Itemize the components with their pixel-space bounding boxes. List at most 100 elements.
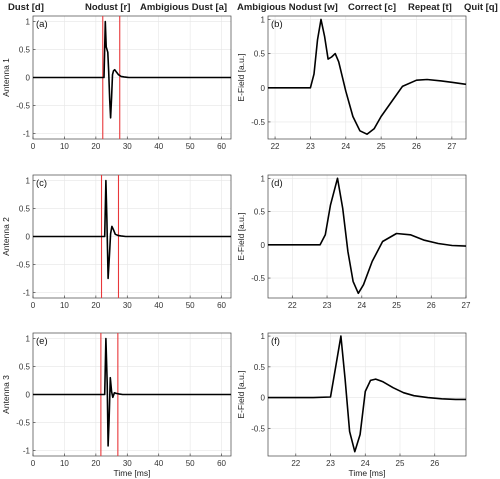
plot-panel-5: 0 10 20 30 40 50 60 -1 -0.5 0 0.5 1 (e) Antenna 3 Time… (1, 332, 232, 478)
x-tick-label: 22 (291, 459, 300, 468)
x-tick-label: 40 (154, 142, 163, 151)
signal-trace (33, 20, 231, 119)
x-tick-label: 0 (31, 142, 36, 151)
y-axis-label: Antenna 1 (1, 58, 11, 97)
x-tick-label: 22 (271, 142, 280, 151)
x-tick-label: 40 (154, 459, 163, 468)
x-tick-label: 60 (217, 301, 226, 310)
x-tick-label: 20 (91, 142, 100, 151)
x-tick-label: 23 (323, 301, 332, 310)
y-tick-label: 0.5 (19, 205, 31, 214)
panel-label: (b) (271, 19, 283, 30)
y-axis-label: Antenna 2 (1, 217, 11, 256)
x-tick-label: 50 (186, 142, 195, 151)
x-tick-label: 10 (60, 142, 69, 151)
x-tick-label: 24 (341, 142, 350, 151)
y-tick-label: 0 (26, 233, 31, 242)
x-tick-label: 25 (392, 301, 401, 310)
x-tick-label: 30 (123, 301, 132, 310)
signal-trace (268, 177, 467, 295)
x-axis-label: Time [ms] (349, 468, 386, 478)
x-axis-label: Time [ms] (114, 468, 151, 478)
panel-label: (d) (271, 178, 283, 189)
x-tick-label: 23 (306, 142, 315, 151)
menu-ambiguous-nodust[interactable]: Ambigious Nodust [w] (237, 2, 338, 13)
signal-trace (268, 18, 467, 135)
y-tick-label: -1 (23, 288, 31, 297)
x-tick-label: 10 (60, 459, 69, 468)
y-tick-label: -0.5 (16, 101, 30, 110)
y-tick-label: 1 (261, 174, 266, 183)
x-tick-label: 22 (288, 301, 297, 310)
axes-frame (267, 15, 467, 140)
menu-ambiguous-dust[interactable]: Ambigious Dust [a] (140, 2, 228, 13)
y-tick-label: -0.5 (251, 118, 265, 127)
axes-frame (267, 174, 467, 299)
x-tick-label: 24 (357, 301, 366, 310)
y-tick-label: -0.5 (251, 424, 265, 433)
y-tick-label: 1 (261, 15, 266, 24)
x-tick-label: 20 (91, 459, 100, 468)
menu-correct[interactable]: Correct [c] (348, 2, 397, 13)
plot-panel-1: 0 10 20 30 40 50 60 -1 -0.5 0 0.5 1 (a) Antenna 1 (1, 15, 232, 151)
plot-panel-3: 0 10 20 30 40 50 60 -1 -0.5 0 0.5 1 (c) Antenna 2 (1, 174, 232, 310)
y-tick-label: 0.5 (254, 208, 266, 217)
x-tick-label: 27 (462, 301, 471, 310)
axes-frame (267, 332, 467, 457)
x-tick-label: 10 (60, 301, 69, 310)
menu-dust[interactable]: Dust [d] (8, 2, 44, 13)
x-tick-label: 60 (217, 142, 226, 151)
y-tick-label: 0 (261, 241, 266, 250)
menu-repeat[interactable]: Repeat [t] (408, 2, 452, 13)
y-tick-label: 0 (26, 74, 31, 83)
y-tick-label: 1 (26, 335, 31, 344)
signal-trace (268, 335, 466, 453)
plot-panel-6: 22 23 24 25 26 -0.5 0 0.5 1 (f) E-Field [a.u.] Time… (236, 332, 467, 478)
y-tick-label: 0 (261, 394, 266, 403)
y-tick-label: 0.5 (19, 46, 31, 55)
plot-panel-4: 22 23 24 25 26 27 -0.5 0 0.5 1 (d) E-Field [a.u.] (236, 174, 471, 310)
x-tick-label: 25 (377, 142, 386, 151)
x-tick-label: 26 (427, 301, 436, 310)
y-tick-label: 0.5 (254, 363, 266, 372)
menu-nodust[interactable]: Nodust [r] (85, 2, 131, 13)
y-tick-label: 0.5 (254, 50, 266, 59)
y-tick-label: 0 (26, 391, 31, 400)
x-tick-label: 25 (396, 459, 405, 468)
y-tick-label: -0.5 (16, 260, 30, 269)
x-tick-label: 60 (217, 459, 226, 468)
key-command-bar: Dust [d] Nodust [r] Ambigious Dust [a] A… (0, 0, 500, 16)
x-tick-label: 0 (31, 459, 36, 468)
y-tick-label: 1 (26, 177, 31, 186)
x-tick-label: 24 (361, 459, 370, 468)
y-axis-label: E-Field [a.u.] (236, 370, 246, 418)
panel-label: (f) (271, 336, 280, 347)
panel-label: (e) (36, 336, 48, 347)
y-tick-label: -1 (23, 129, 31, 138)
x-tick-label: 50 (186, 459, 195, 468)
x-tick-label: 30 (123, 459, 132, 468)
y-tick-label: -1 (23, 446, 31, 455)
y-tick-label: 1 (26, 18, 31, 27)
panel-label: (a) (36, 19, 48, 30)
x-tick-label: 50 (186, 301, 195, 310)
y-axis-label: E-Field [a.u.] (236, 53, 246, 101)
y-tick-label: 0.5 (19, 363, 31, 372)
y-axis-label: Antenna 3 (1, 375, 11, 414)
signal-trace (33, 179, 231, 280)
x-tick-label: 26 (430, 459, 439, 468)
menu-quit[interactable]: Quit [q] (464, 2, 498, 13)
y-tick-label: 1 (261, 332, 266, 341)
x-tick-label: 0 (31, 301, 36, 310)
y-tick-label: 0 (261, 84, 266, 93)
x-tick-label: 23 (326, 459, 335, 468)
plot-panel-2: 22 23 24 25 26 27 -0.5 0 0.5 1 (b) E-Field [a.u.] (236, 15, 467, 151)
y-tick-label: -0.5 (251, 274, 265, 283)
panel-label: (c) (36, 178, 47, 189)
x-tick-label: 40 (154, 301, 163, 310)
signal-trace (33, 337, 231, 447)
x-tick-label: 26 (412, 142, 421, 151)
x-tick-label: 27 (447, 142, 456, 151)
y-axis-label: E-Field [a.u.] (236, 212, 246, 260)
